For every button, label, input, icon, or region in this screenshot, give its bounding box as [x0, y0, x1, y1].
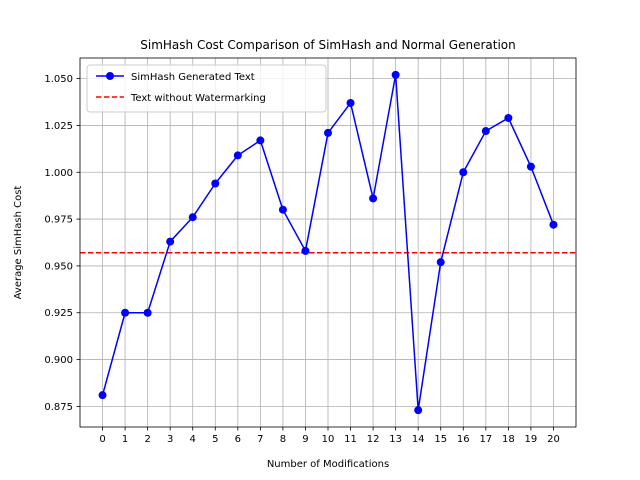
data-point	[166, 237, 175, 246]
legend: SimHash Generated Text Text without Wate…	[86, 64, 327, 113]
x-tick-label: 17	[479, 434, 492, 445]
x-tick-label: 4	[190, 434, 196, 445]
data-point	[143, 308, 152, 317]
data-point	[436, 258, 445, 267]
data-point	[504, 113, 513, 122]
data-point	[391, 70, 400, 79]
x-tick-label: 2	[144, 434, 150, 445]
y-axis-label: Average SimHash Cost	[13, 186, 24, 300]
legend-label-simhash: SimHash Generated Text	[131, 72, 255, 83]
y-tick-label: 0.975	[44, 215, 73, 226]
data-point	[278, 205, 287, 214]
legend-label-baseline: Text without Watermarking	[130, 93, 266, 104]
x-tick-label: 9	[302, 434, 308, 445]
data-point	[98, 391, 107, 400]
x-tick-label: 13	[389, 434, 402, 445]
chart-title: SimHash Cost Comparison of SimHash and N…	[140, 38, 515, 52]
x-tick-label: 18	[502, 434, 515, 445]
y-tick-label: 0.950	[44, 261, 73, 272]
data-point	[324, 128, 332, 137]
data-point	[369, 194, 378, 203]
data-point	[526, 162, 535, 171]
data-point	[256, 136, 265, 145]
data-point	[188, 213, 197, 222]
data-point	[459, 168, 468, 177]
x-tick-label: 3	[167, 434, 173, 445]
y-tick-label: 1.025	[44, 121, 73, 132]
x-tick-label: 16	[457, 434, 470, 445]
x-tick-label: 6	[235, 434, 241, 445]
x-tick-label: 20	[547, 434, 560, 445]
x-tick-label: 19	[525, 434, 538, 445]
legend-marker-simhash	[106, 72, 114, 80]
data-point	[211, 179, 220, 188]
x-tick-label: 8	[280, 434, 286, 445]
y-tick-label: 1.000	[44, 168, 73, 179]
data-point	[346, 98, 355, 107]
ticks: 0 1 2 3 4 5 6 7 8 9 10 11 12 13 14 15 16 17 18 19 200.8750.9…	[44, 74, 559, 445]
data-point	[233, 151, 242, 160]
x-tick-label: 1	[122, 434, 128, 445]
y-tick-label: 0.900	[44, 355, 73, 366]
x-tick-label: 0	[99, 434, 105, 445]
x-tick-label: 15	[434, 434, 447, 445]
data-point	[414, 406, 423, 415]
y-tick-label: 0.875	[44, 402, 73, 413]
data-point	[549, 220, 558, 229]
series-layer	[98, 70, 558, 415]
y-tick-label: 1.050	[44, 74, 73, 85]
data-point	[481, 127, 490, 136]
x-tick-label: 5	[212, 434, 218, 445]
x-tick-label: 7	[257, 434, 263, 445]
x-tick-label: 14	[412, 434, 425, 445]
data-point	[121, 308, 130, 317]
legend-box	[86, 64, 327, 113]
y-tick-label: 0.925	[44, 308, 73, 319]
data-point	[301, 246, 310, 255]
grid	[80, 58, 576, 427]
x-axis-label: Number of Modifications	[267, 459, 389, 470]
x-tick-label: 10	[322, 434, 335, 445]
x-tick-label: 12	[367, 434, 380, 445]
x-tick-label: 11	[344, 434, 357, 445]
